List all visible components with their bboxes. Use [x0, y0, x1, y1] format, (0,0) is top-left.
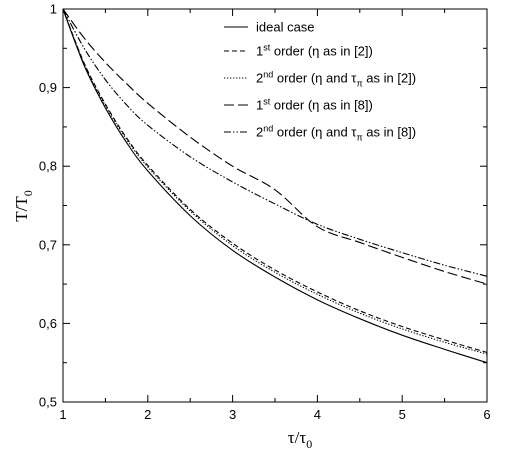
x-tick-label: 3 [229, 407, 236, 422]
x-tick-label: 5 [399, 407, 406, 422]
y-axis-title: T/T0 [12, 190, 35, 222]
y-tick-label: 0,5 [39, 395, 57, 410]
series-line-4 [62, 8, 488, 285]
x-axis-title: τ/τ0 [288, 428, 312, 449]
y-tick-label: 1 [50, 2, 57, 17]
legend-label-5: 2nd order (η and τπ as in [8]) [256, 124, 416, 143]
legend-label-1: ideal case [256, 20, 315, 35]
series-line-1 [62, 8, 488, 364]
legend-label-3: 2nd order (η and τπ as in [2]) [256, 70, 416, 89]
y-tick-label: 0,7 [39, 237, 57, 252]
plot-frame [62, 8, 488, 403]
x-axis-title-sub: 0 [306, 437, 312, 449]
y-axis-title-sub: 0 [21, 190, 35, 196]
x-tick-label: 4 [314, 407, 321, 422]
y-tick-label: 0,9 [39, 80, 57, 95]
x-tick-label: 1 [59, 407, 66, 422]
series-line-3 [62, 8, 488, 355]
series-line-2 [62, 8, 488, 354]
y-tick-label: 0,6 [39, 316, 57, 331]
x-tick-label: 6 [483, 407, 490, 422]
legend-label-2: 1st order (η as in [2]) [256, 43, 373, 59]
legend-label-4: 1st order (η as in [8]) [256, 97, 373, 113]
x-tick-label: 2 [144, 407, 151, 422]
series-line-5 [62, 8, 488, 277]
y-axis-title-main: T/T [12, 196, 31, 222]
y-tick-label: 0,8 [39, 159, 57, 174]
x-axis-title-main: τ/τ [288, 428, 307, 447]
